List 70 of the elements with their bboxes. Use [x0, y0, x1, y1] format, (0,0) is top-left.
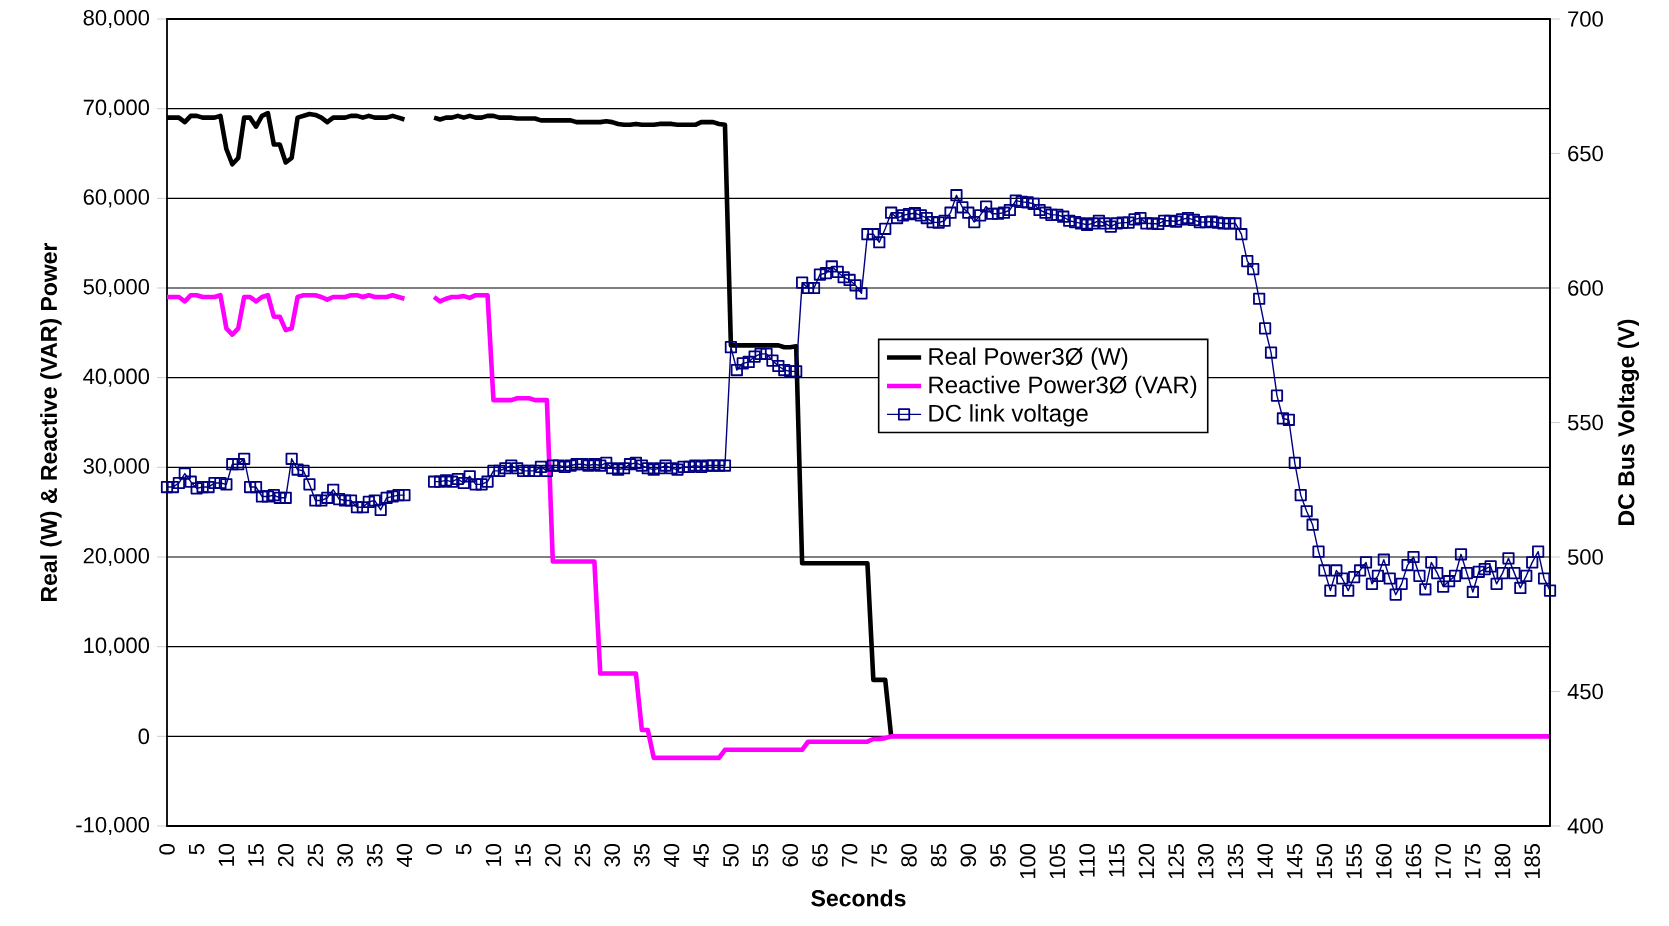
y-tick-label: 0: [138, 728, 150, 745]
y-tick-label: 10,000: [84, 637, 150, 656]
legend-label: Reactive Power3Ø (VAR): [929, 375, 1197, 399]
x-tick-label: 135: [1227, 844, 1244, 879]
y-tick-label: 50,000: [83, 278, 150, 298]
x-tick-label: 25: [307, 844, 324, 867]
y-tick-label: 40,000: [83, 368, 150, 387]
y-tick-label: 80,000: [83, 9, 150, 29]
y2-tick-label: 550: [1567, 414, 1603, 431]
y2-tick-label: 700: [1568, 11, 1603, 27]
x-tick-label: 35: [634, 844, 650, 867]
x-tick-label: 175: [1465, 844, 1481, 879]
x-tick-label: 50: [723, 843, 739, 867]
x-tick-label: 40: [663, 843, 680, 868]
x-tick-label: 170: [1435, 843, 1451, 879]
x-tick-label: 120: [1138, 843, 1155, 879]
x-tick-label: 125: [1168, 844, 1184, 879]
y-tick-label: 20,000: [83, 547, 150, 567]
y-axis-title: Real (W) & Reactive (VAR) Power: [40, 242, 62, 601]
x-tick-label: 75: [871, 844, 887, 867]
x-tick-label: 105: [1049, 844, 1066, 879]
legend-label: Real Power3Ø (W): [929, 347, 1128, 370]
x-tick-label: 40: [396, 843, 413, 868]
x-tick-label: 20: [545, 843, 561, 867]
x-tick-label: 160: [1376, 843, 1392, 879]
x-tick-label: 185: [1524, 844, 1540, 879]
x-tick-label: 35: [366, 844, 383, 867]
x-tick-label: 65: [812, 844, 828, 867]
x-tick-label: 95: [990, 844, 1006, 867]
x-tick-label: 60: [782, 843, 799, 867]
x-tick-label: 165: [1405, 844, 1422, 879]
x-tick-label: 30: [337, 843, 353, 867]
x-tick-label: 80: [901, 843, 917, 867]
x-tick-label: 45: [693, 844, 709, 868]
y-tick-label: 70,000: [83, 99, 150, 118]
x-tick-label: 20: [277, 843, 294, 867]
y-tick-label: -10,000: [76, 816, 150, 836]
x-tick-label: 5: [456, 844, 472, 855]
x-tick-label: 90: [960, 843, 977, 867]
x-tick-label: 10: [218, 843, 235, 866]
x-tick-label: 130: [1197, 843, 1214, 879]
x-tick-label: 15: [515, 844, 531, 866]
x-tick-label: 70: [841, 843, 858, 867]
x-tick-label: 145: [1287, 844, 1303, 879]
x-tick-label: 155: [1346, 844, 1362, 879]
y2-tick-label: 650: [1568, 145, 1603, 162]
x-tick-label: 115: [1109, 844, 1125, 877]
x-tick-label: 110: [1079, 843, 1095, 877]
y2-tick-label: 500: [1567, 549, 1603, 565]
x-tick-label: 15: [248, 844, 264, 866]
x-tick-label: 30: [604, 843, 620, 867]
legend-label: DC link voltage: [929, 404, 1088, 427]
x-tick-label: 85: [930, 844, 947, 867]
y2-tick-label: 450: [1567, 683, 1603, 700]
y-tick-label: 60,000: [83, 189, 150, 208]
x-tick-label: 140: [1257, 843, 1273, 879]
y-tick-label: 30,000: [83, 458, 150, 477]
x-tick-label: 180: [1494, 843, 1511, 879]
x-tick-label: 0: [159, 843, 175, 855]
x-tick-label: 55: [752, 844, 769, 867]
x-tick-label: 0: [426, 843, 442, 855]
x-tick-label: 100: [1019, 843, 1036, 879]
x-axis-title: Seconds: [811, 889, 906, 907]
y2-axis-title: DC Bus Voltage (V): [1617, 319, 1640, 525]
x-tick-label: 5: [189, 844, 205, 855]
y2-tick-label: 400: [1567, 818, 1603, 834]
x-tick-label: 150: [1316, 843, 1333, 879]
x-tick-label: 10: [485, 843, 502, 866]
y2-tick-label: 600: [1568, 280, 1603, 296]
x-tick-label: 25: [574, 844, 591, 867]
